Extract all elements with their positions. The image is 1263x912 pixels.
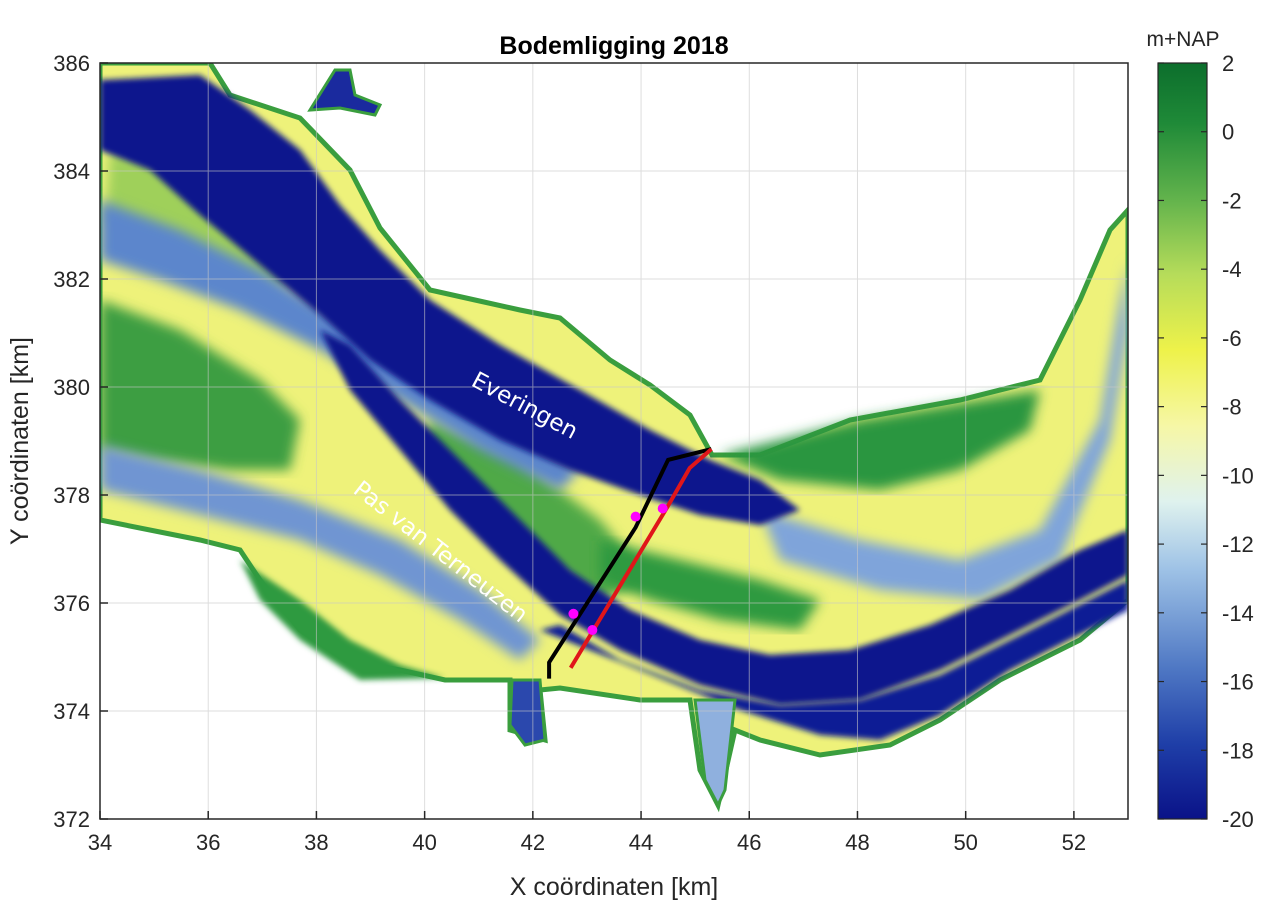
colorbar-tick-label: -6 [1222,326,1242,351]
colorbar-tick-label: -12 [1222,532,1254,557]
deep-channel-lower-main [540,580,1128,740]
deep-channel-everingen [100,75,800,525]
chart-title: Bodemligging 2018 [499,32,728,60]
harbor-inlet-top [307,68,383,117]
colorbar-tick-label: -8 [1222,395,1242,420]
colorbar-tick-label: -14 [1222,601,1254,626]
axes-frame [99,62,1129,820]
y-axis-ticks: 372 374 376 378 380 382 384 386 [53,51,108,832]
x-tick-label: 48 [845,830,869,855]
colorbar-tick-label: 0 [1222,120,1234,145]
intertidal-left [100,300,300,470]
y-tick-label: 376 [53,591,90,616]
colorbar-tick-label: -4 [1222,257,1242,282]
colorbar-tick-label: 2 [1222,51,1234,76]
section-markers [568,503,668,635]
y-tick-label: 372 [53,807,90,832]
colorbar-tick-label: -20 [1222,807,1254,832]
grid-lines [100,63,1128,819]
x-tick-label: 38 [304,830,328,855]
y-tick-label: 378 [53,483,90,508]
deep-channel-terneuzen [320,330,1128,705]
x-tick-label: 50 [953,830,977,855]
x-axis-ticks: 34 36 38 40 42 44 46 48 50 52 [88,811,1086,855]
y-tick-label: 384 [53,159,90,184]
harbor-inlet-bottom [508,678,547,747]
section-marker [568,608,579,619]
colorbar [1157,62,1208,820]
colorbar-ticks: 2 0 -2 -4 -6 -8 -10 -12 -14 -16 -18 -20 [1158,51,1254,832]
bathymetry-map: Everingen Pas van Terneuzen [100,63,1128,819]
y-axis-label: Y coördinaten [km] [6,337,34,545]
colorbar-tick-label: -2 [1222,188,1242,213]
y-tick-label: 374 [53,699,90,724]
cross-section-line-black [547,447,712,679]
harbor-inlet-bottom-right [693,698,737,809]
y-tick-label: 382 [53,267,90,292]
x-tick-label: 52 [1062,830,1086,855]
x-axis-label: X coördinaten [km] [510,873,718,901]
intertidal-right [720,390,1040,490]
intertidal-center [600,540,820,630]
x-tick-label: 42 [521,830,545,855]
section-marker [657,503,668,514]
colorbar-tick-label: -16 [1222,670,1254,695]
x-tick-label: 46 [737,830,761,855]
colorbar-tick-label: -10 [1222,463,1254,488]
x-tick-label: 44 [629,830,653,855]
secondary-channel-lower [100,445,540,660]
colorbar-tick-label: -18 [1222,738,1254,763]
section-marker [630,511,641,522]
x-tick-label: 40 [412,830,436,855]
section-marker [587,625,598,635]
x-tick-label: 36 [196,830,220,855]
x-tick-label: 34 [88,830,112,855]
intertidal-bottom-left [240,560,445,680]
cross-section-line-red [568,447,713,669]
intertidal-mid [420,420,650,600]
colorbar-unit: m+NAP [1147,28,1220,51]
y-tick-label: 386 [53,51,90,76]
y-tick-label: 380 [53,375,90,400]
